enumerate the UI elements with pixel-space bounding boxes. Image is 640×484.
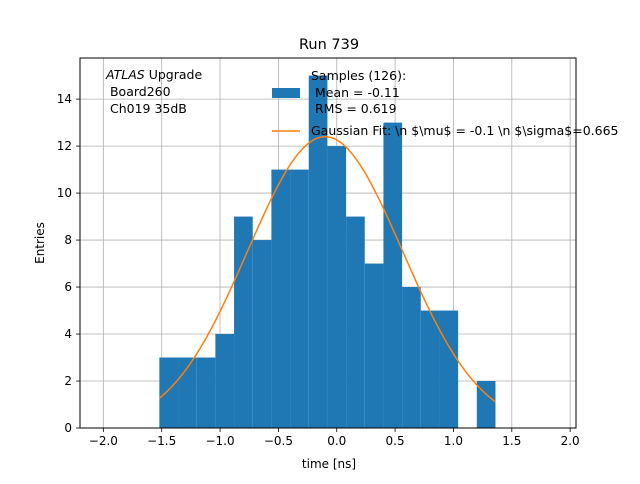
- histogram-bar: [234, 216, 253, 428]
- x-tick-label: −2.0: [89, 434, 118, 448]
- y-tick-label: 6: [64, 280, 72, 294]
- histogram-bar: [252, 240, 272, 428]
- legend-histogram-label-line-1: Samples (126):: [311, 68, 406, 83]
- histogram-bar: [196, 357, 216, 428]
- y-axis-label: Entries: [33, 222, 47, 264]
- x-axis-label: time [ns]: [302, 457, 356, 471]
- y-tick-label: 12: [57, 139, 72, 153]
- histogram-bar: [364, 263, 384, 428]
- y-tick-label: 14: [57, 92, 72, 106]
- histogram-bar: [383, 122, 403, 428]
- histogram-bar: [159, 357, 179, 428]
- annotation-line-1: ATLAS Upgrade: [105, 67, 202, 82]
- x-tick-label: −1.5: [147, 434, 176, 448]
- plot-area-frame: [79, 57, 577, 429]
- y-axis-ticks: 0 2 4 6 8 10 12 14: [57, 92, 80, 435]
- histogram-bar: [420, 310, 440, 428]
- x-tick-label: −1.0: [205, 434, 234, 448]
- chart-title: Run 739: [299, 37, 359, 53]
- gaussian-fit-line: [158, 135, 496, 403]
- y-tick-label: 8: [64, 233, 72, 247]
- x-tick-label: 0.5: [386, 434, 405, 448]
- histogram-bar: [327, 146, 347, 428]
- histogram-bar: [439, 310, 459, 428]
- histogram-bar: [290, 169, 309, 429]
- y-tick-label: 2: [64, 374, 72, 388]
- histogram-bars: [159, 75, 496, 429]
- x-tick-label: −0.5: [264, 434, 293, 448]
- legend-histogram-label-line-2: Mean = -0.11: [311, 85, 400, 100]
- histogram-bar: [215, 334, 235, 428]
- legend-fit-label: Gaussian Fit: \n $\mu$ = -0.1 \n $\sigma…: [311, 123, 619, 138]
- x-tick-label: 1.0: [444, 434, 463, 448]
- y-tick-label: 4: [64, 327, 72, 341]
- x-tick-label: 1.5: [502, 434, 521, 448]
- y-tick-label: 0: [64, 421, 72, 435]
- histogram-bar: [476, 381, 496, 428]
- histogram-bar: [308, 75, 328, 428]
- annotation-atlas: ATLAS: [105, 67, 145, 82]
- histogram-bar: [346, 216, 365, 428]
- y-tick-label: 10: [57, 186, 72, 200]
- x-axis-ticks: −2.0 −1.5 −1.0 −0.5 0.0 0.5 1.0 1.5 2.0: [89, 428, 580, 448]
- histogram-bar: [178, 357, 197, 428]
- legend-histogram-label-line-3: RMS = 0.619: [311, 101, 397, 116]
- legend-histogram-swatch: [272, 88, 300, 98]
- annotation-text: ATLAS Upgrade Board260 Ch019 35dB: [105, 67, 202, 116]
- legend: Samples (126): Mean = -0.11 RMS = 0.619 …: [272, 68, 619, 138]
- annotation-upgrade: Upgrade: [145, 67, 203, 82]
- annotation-line-3: Ch019 35dB: [106, 101, 187, 116]
- annotation-line-2: Board260: [106, 84, 171, 99]
- histogram-bar: [402, 287, 421, 428]
- x-tick-label: 0.0: [327, 434, 346, 448]
- x-tick-label: 2.0: [561, 434, 580, 448]
- histogram-bar: [271, 169, 291, 429]
